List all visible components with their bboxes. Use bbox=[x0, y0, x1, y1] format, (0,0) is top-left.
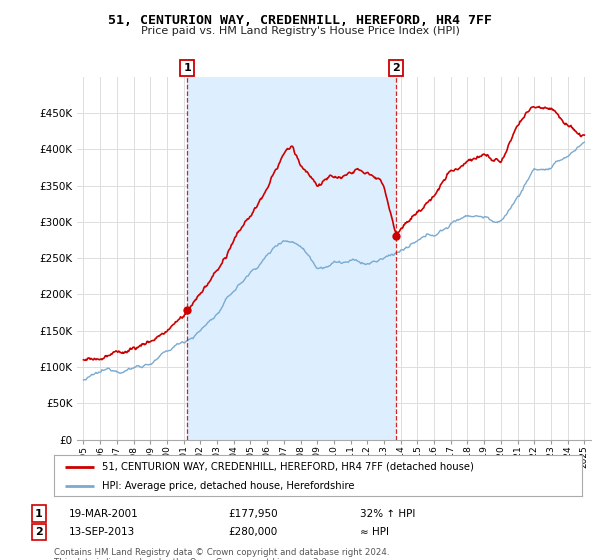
Text: 1: 1 bbox=[183, 63, 191, 73]
Text: 1: 1 bbox=[35, 508, 43, 519]
Text: £177,950: £177,950 bbox=[228, 508, 278, 519]
Text: 2: 2 bbox=[392, 63, 400, 73]
Text: £280,000: £280,000 bbox=[228, 527, 277, 537]
Text: 51, CENTURION WAY, CREDENHILL, HEREFORD, HR4 7FF (detached house): 51, CENTURION WAY, CREDENHILL, HEREFORD,… bbox=[101, 461, 473, 472]
Text: 2: 2 bbox=[35, 527, 43, 537]
Text: ≈ HPI: ≈ HPI bbox=[360, 527, 389, 537]
Text: HPI: Average price, detached house, Herefordshire: HPI: Average price, detached house, Here… bbox=[101, 480, 354, 491]
Text: 51, CENTURION WAY, CREDENHILL, HEREFORD, HR4 7FF: 51, CENTURION WAY, CREDENHILL, HEREFORD,… bbox=[108, 14, 492, 27]
Text: 13-SEP-2013: 13-SEP-2013 bbox=[69, 527, 135, 537]
Text: Price paid vs. HM Land Registry's House Price Index (HPI): Price paid vs. HM Land Registry's House … bbox=[140, 26, 460, 36]
Text: 32% ↑ HPI: 32% ↑ HPI bbox=[360, 508, 415, 519]
Bar bbox=[187, 77, 396, 440]
Text: Contains HM Land Registry data © Crown copyright and database right 2024.
This d: Contains HM Land Registry data © Crown c… bbox=[54, 548, 389, 560]
Text: 19-MAR-2001: 19-MAR-2001 bbox=[69, 508, 139, 519]
